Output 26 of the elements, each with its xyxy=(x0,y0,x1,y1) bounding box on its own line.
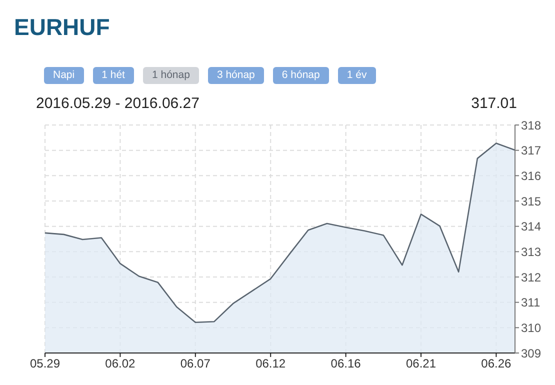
y-tick-label: 313 xyxy=(521,244,542,259)
range-button: 3 hónap xyxy=(208,67,264,84)
range-button: 1 hónap xyxy=(142,67,199,84)
x-tick-label: 06.12 xyxy=(256,356,286,371)
y-tick-label: 318 xyxy=(521,118,542,132)
x-tick-label: 06.16 xyxy=(330,356,362,371)
range-button: 1 hét xyxy=(92,67,134,84)
x-tick-label: 06.07 xyxy=(180,356,211,371)
range-button: Napi xyxy=(44,67,84,84)
y-tick-label: 312 xyxy=(521,270,542,284)
y-tick-label: 311 xyxy=(521,296,540,310)
range-button: 6 hónap xyxy=(272,67,329,84)
y-tick-label: 315 xyxy=(521,194,542,208)
x-tick-label: 06.26 xyxy=(481,356,512,371)
y-tick-label: 316 xyxy=(521,168,542,183)
y-tick-label: 317 xyxy=(521,144,542,158)
y-tick-label: 310 xyxy=(521,320,542,335)
y-tick-label: 314 xyxy=(521,220,542,234)
x-tick-label: 05.29 xyxy=(30,356,60,371)
chart-title: EURHUF xyxy=(14,14,110,41)
range-button: 1 év xyxy=(338,67,376,84)
text: 317.01 xyxy=(471,95,517,112)
chart-subtitle: 2016.05.29 - 2016.06.27 xyxy=(36,95,200,112)
x-tick-label: 06.21 xyxy=(406,356,436,371)
x-tick-label: 06.02 xyxy=(105,356,136,371)
y-tick-label: 309 xyxy=(521,346,542,360)
